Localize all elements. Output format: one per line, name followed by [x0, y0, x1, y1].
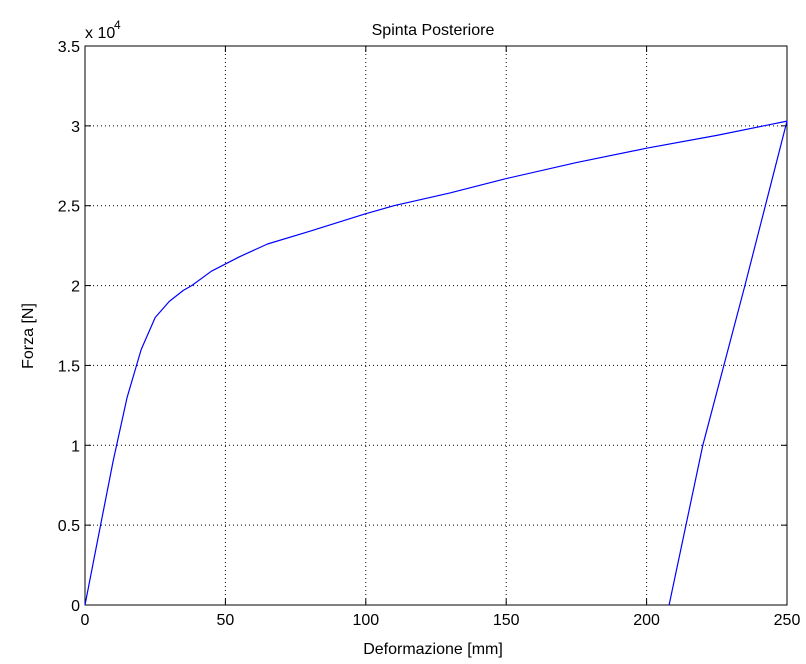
- series-line: [84, 120, 788, 606]
- x-tick-label: 100: [352, 612, 379, 629]
- plot-area-border: [84, 45, 788, 606]
- y-tick-label: 0.5: [58, 518, 80, 535]
- y-tick-label: 1: [71, 438, 80, 455]
- chart-title: Spinta Posteriore: [372, 22, 495, 39]
- y-tick-label: 2: [71, 279, 80, 296]
- x-tick-label: 200: [633, 612, 660, 629]
- y-axis-multiplier: x 10 4: [85, 18, 121, 42]
- grid: [85, 46, 787, 605]
- y-tick-label: 2.5: [58, 199, 80, 216]
- axis-ticks: 0 50 100 150 200 250 0 0.5 1 1.5 2 2.5 3 3.5: [58, 39, 801, 629]
- x-axis-title: Deformazione [mm]: [363, 641, 503, 658]
- x-tick-label: 0: [81, 612, 90, 629]
- series-layer: [84, 120, 788, 606]
- y-tick-label: 3: [71, 119, 80, 136]
- y-multiplier-exponent: 4: [114, 18, 121, 32]
- x-tick-label: 250: [774, 612, 801, 629]
- x-tick-label: 50: [217, 612, 235, 629]
- y-multiplier-base: x 10: [85, 25, 115, 42]
- y-tick-label: 1.5: [58, 358, 80, 375]
- y-tick-label: 3.5: [58, 39, 80, 56]
- x-tick-label: 150: [493, 612, 520, 629]
- y-tick-label: 0: [71, 598, 80, 615]
- y-axis-title: Forza [N]: [20, 303, 37, 369]
